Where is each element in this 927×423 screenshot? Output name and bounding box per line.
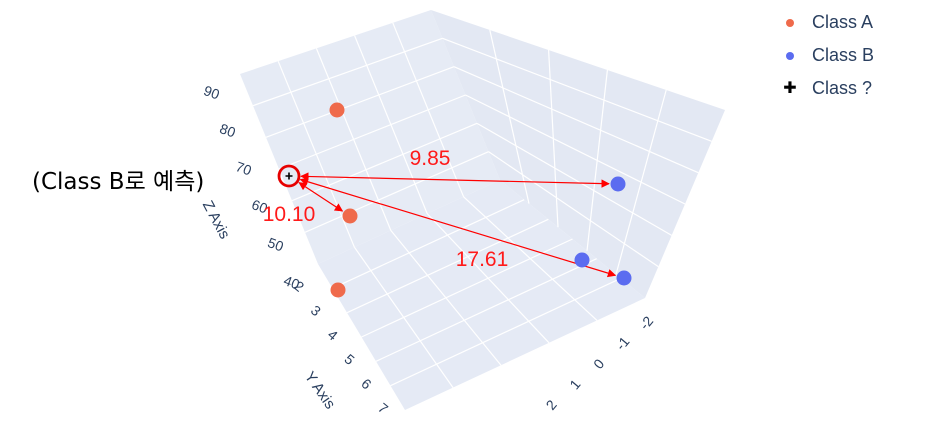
point-class-b: [610, 176, 626, 192]
x-tick-label: -2: [636, 313, 656, 333]
legend: Class A Class B ✚ Class ?: [770, 6, 874, 105]
z-tick-label: 90: [202, 82, 222, 102]
z-tick-label: 50: [266, 234, 286, 254]
legend-label: Class B: [812, 45, 875, 65]
distance-arrow: [299, 177, 617, 278]
legend-item-class-unknown[interactable]: ✚ Class ?: [770, 72, 874, 105]
grid-line: [442, 37, 712, 142]
x-tick-label: -1: [612, 333, 632, 353]
legend-item-class-b[interactable]: Class B: [770, 39, 874, 72]
distance-arrows: [298, 172, 617, 278]
distance-label: 9.85: [410, 147, 451, 170]
grid-line: [252, 37, 443, 107]
circle-marker-icon: [786, 51, 794, 60]
grid-line: [392, 22, 465, 198]
z-tick-label: 60: [250, 196, 270, 216]
grid-line: [265, 66, 455, 138]
x-tick-label: 2: [543, 397, 560, 413]
z-tick-label: 40: [282, 272, 302, 292]
legend-item-class-a[interactable]: Class A: [770, 6, 874, 39]
legend-label: Class A: [812, 12, 874, 32]
x-tick-label: 0: [590, 356, 607, 372]
grid-line: [465, 94, 686, 205]
cross-marker: [285, 172, 293, 180]
prediction-annotation: (Class B로 예측): [32, 169, 205, 195]
data-points: [277, 102, 632, 298]
z-tick-label: 80: [218, 120, 238, 140]
point-class-b: [574, 252, 590, 268]
back-wall-right: [431, 10, 725, 298]
cross-marker-icon: ✚: [783, 79, 797, 97]
point-class-b: [616, 270, 632, 286]
distance-labels: 9.85 10.10 17.61: [263, 147, 509, 271]
z-tick-label: 70: [234, 158, 254, 178]
grid-line: [453, 66, 699, 174]
y-tick-label: 7: [375, 400, 391, 417]
distance-label: 10.10: [263, 203, 316, 226]
point-class-a: [329, 102, 345, 118]
y-axis-title: Y Axis: [301, 369, 339, 413]
grid-line: [278, 94, 466, 170]
distance-label: 17.61: [456, 248, 509, 271]
point-class-a: [330, 282, 346, 298]
x-tick-label: 1: [566, 376, 583, 392]
z-axis-ticks: 40 50 60 70 80 90: [202, 82, 302, 292]
legend-label: Class ?: [812, 78, 873, 98]
y-tick-label: 6: [358, 375, 374, 392]
point-class-unknown: [277, 164, 301, 188]
highlight-ring: [277, 164, 301, 188]
point-class-a: [342, 208, 358, 224]
grid-line: [615, 89, 667, 275]
grid-line: [390, 277, 622, 387]
z-axis-title: Z Axis: [199, 198, 233, 242]
circle-marker-icon: [786, 18, 794, 27]
y-tick-label: 5: [341, 351, 357, 368]
y-tick-label: 4: [325, 326, 341, 343]
y-tick-label: 3: [308, 302, 324, 319]
